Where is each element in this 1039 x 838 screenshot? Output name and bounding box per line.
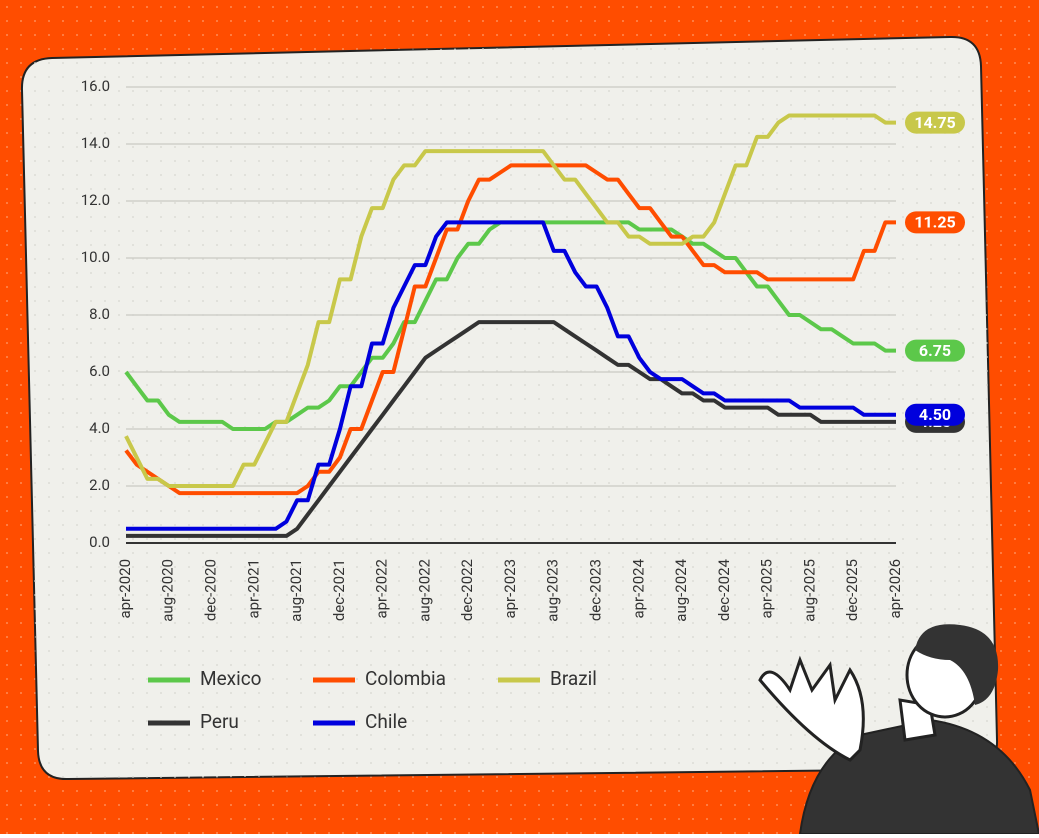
x-tick-label: apr-2025 xyxy=(758,559,776,619)
y-tick-label: 4.0 xyxy=(89,419,110,437)
y-tick-label: 10.0 xyxy=(81,248,110,266)
x-tick-label: apr-2021 xyxy=(244,559,262,619)
x-tick-label: aug-2024 xyxy=(672,558,690,621)
y-tick-label: 12.0 xyxy=(81,191,110,209)
x-tick-label: dec-2021 xyxy=(330,559,348,621)
end-label-bg xyxy=(905,403,965,426)
x-tick-label: dec-2025 xyxy=(843,559,861,621)
y-tick-label: 8.0 xyxy=(89,305,110,323)
end-label: 6.75 xyxy=(919,341,951,360)
x-tick-label: dec-2023 xyxy=(587,559,605,621)
end-label-bg xyxy=(905,339,965,362)
x-tick-label: apr-2020 xyxy=(116,559,134,619)
x-tick-label: apr-2023 xyxy=(501,559,519,619)
y-tick-label: 6.0 xyxy=(89,362,110,380)
series-line xyxy=(124,163,896,496)
series-line xyxy=(126,320,896,538)
legend-label: Brazil xyxy=(550,667,597,690)
end-label-bg xyxy=(905,111,965,134)
x-tick-label: dec-2024 xyxy=(715,558,733,621)
person xyxy=(758,624,1039,835)
x-tick-label: aug-2022 xyxy=(415,559,433,622)
end-label: 14.75 xyxy=(914,113,955,132)
person-hair xyxy=(915,624,999,705)
y-tick-label: 14.0 xyxy=(81,134,110,152)
legend-label: Mexico xyxy=(200,667,262,690)
y-tick-label: 0.0 xyxy=(89,533,110,551)
x-tick-label: aug-2020 xyxy=(159,559,177,622)
x-tick-label: aug-2025 xyxy=(800,559,818,622)
legend-label: Colombia xyxy=(365,667,446,690)
series-line xyxy=(126,220,896,531)
end-label: 11.25 xyxy=(914,213,955,232)
y-tick-label: 2.0 xyxy=(89,476,110,494)
x-tick-label: aug-2023 xyxy=(544,559,562,622)
series-line xyxy=(124,113,896,488)
y-tick-label: 16.0 xyxy=(81,77,110,95)
legend-label: Chile xyxy=(365,710,407,733)
legend-label: Peru xyxy=(200,710,239,733)
x-tick-label: dec-2020 xyxy=(202,559,220,621)
person-hand xyxy=(758,655,865,762)
card-dots xyxy=(21,36,998,780)
end-label-bg xyxy=(905,211,965,234)
end-label: 4.50 xyxy=(919,405,951,424)
x-tick-label: apr-2026 xyxy=(886,559,904,619)
x-tick-label: apr-2024 xyxy=(629,558,647,618)
plot: 0.0 2.0 4.0 6.0 8.0 10.0 12.0 14.0 16.0 apr-2020 a… xyxy=(81,77,965,733)
x-tick-label: dec-2022 xyxy=(458,559,476,621)
x-tick-label: apr-2022 xyxy=(373,559,391,619)
x-tick-label: aug-2021 xyxy=(287,559,305,622)
